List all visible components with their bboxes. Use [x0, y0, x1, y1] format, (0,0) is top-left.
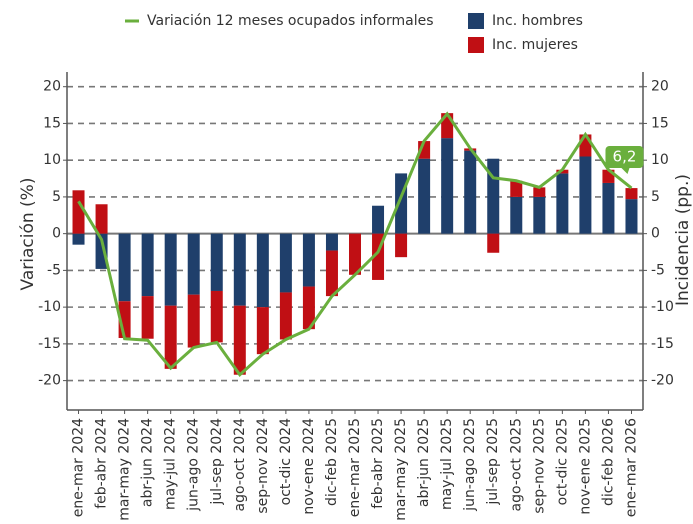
bar	[349, 233, 361, 275]
bar	[487, 233, 500, 253]
annotation-box	[605, 146, 644, 168]
line	[77, 111, 633, 377]
legend-swatch	[468, 37, 484, 53]
y2-tick-label: 10	[651, 152, 669, 168]
bar	[418, 158, 431, 234]
bar	[302, 233, 315, 287]
bar	[464, 150, 477, 234]
annotation-pointer	[621, 168, 630, 174]
x-tick-label: oct-dic 2024	[278, 418, 294, 505]
bar	[533, 196, 546, 234]
y2-tick-label: 5	[651, 189, 660, 205]
bar	[187, 233, 200, 295]
bar	[395, 233, 408, 258]
bar	[510, 196, 523, 234]
x-tick-label: may-jul 2024	[163, 418, 179, 510]
legend-swatch	[468, 13, 484, 29]
bar	[210, 233, 223, 291]
bar	[625, 199, 638, 234]
bar	[579, 156, 592, 234]
x-tick-label: jun-ago 2024	[186, 418, 202, 512]
x-tick-label: feb-abr 2025	[370, 418, 386, 509]
y-tick-label: 10	[43, 152, 61, 168]
bar	[141, 233, 154, 297]
y-tick-label: -5	[47, 262, 61, 278]
x-tick-label: nov-ene 2024	[301, 418, 317, 515]
y2-tick-label: -10	[651, 299, 674, 315]
x-tick-label: jun-ago 2025	[462, 418, 478, 512]
x-tick-label: ene-mar 2025	[347, 418, 363, 517]
x-tick-label: mar-may 2024	[117, 418, 133, 520]
y2-tick-label: -15	[651, 336, 674, 352]
x-tick-label: sep-nov 2024	[255, 418, 271, 514]
bar	[556, 173, 569, 234]
y-tick-label: -20	[38, 373, 61, 389]
x-tick-label: ago-oct 2024	[232, 418, 248, 512]
bar	[95, 233, 108, 269]
y2-axis-label: Incidencia (pp.)	[673, 174, 693, 306]
y2-tick-label: 0	[651, 226, 660, 242]
y-tick-label: 0	[52, 226, 61, 242]
bar	[325, 250, 338, 297]
x-tick-label: abr-jun 2025	[416, 418, 432, 507]
x-tick-label: dic-feb 2025	[324, 418, 340, 506]
bar	[233, 233, 246, 306]
bar	[372, 205, 385, 234]
bar	[233, 305, 246, 375]
y2-tick-label: -20	[651, 373, 674, 389]
bar	[602, 182, 615, 234]
annotation: 6,2	[613, 148, 637, 166]
x-tick-label: jul-sep 2024	[209, 418, 225, 506]
y-tick-label: -10	[38, 299, 61, 315]
bar	[487, 158, 500, 234]
bar	[510, 180, 523, 197]
y2-tick-label: 20	[651, 79, 669, 95]
x-tick-label: sep-nov 2025	[531, 418, 547, 514]
y-tick-label: -15	[38, 336, 61, 352]
bar	[256, 307, 269, 355]
x-tick-label: jul-sep 2025	[485, 418, 501, 506]
bar	[118, 233, 131, 302]
bar	[625, 188, 638, 200]
x-tick-label: feb-abr 2024	[94, 418, 110, 509]
x-tick-label: abr-jun 2024	[140, 418, 156, 507]
bar	[279, 292, 292, 340]
x-tick-label: dic-feb 2026	[600, 418, 616, 506]
y-tick-label: 20	[43, 79, 61, 95]
bar	[579, 134, 592, 157]
bar	[210, 290, 223, 343]
x-tick-label: mar-may 2025	[393, 418, 409, 520]
x-tick-label: ago-oct 2025	[508, 418, 524, 511]
bar	[95, 204, 108, 234]
bar	[187, 294, 200, 348]
y2-tick-label: 15	[651, 115, 669, 131]
x-tick-label: ene-mar 2026	[623, 418, 639, 517]
bar	[72, 190, 85, 234]
y-tick-label: 15	[43, 115, 61, 131]
x-tick-label: ene-mar 2024	[71, 418, 87, 517]
bar	[72, 233, 85, 245]
bar	[164, 305, 177, 369]
bar	[441, 138, 454, 234]
bar	[279, 233, 292, 293]
legend-label: Inc. mujeres	[492, 37, 578, 53]
bar	[325, 233, 338, 251]
x-tick-label: may-jul 2025	[439, 418, 455, 510]
bar	[164, 233, 177, 306]
x-tick-label: nov-ene 2025	[577, 418, 593, 515]
bar	[302, 286, 315, 330]
legend-label: Inc. hombres	[492, 13, 583, 29]
bar	[533, 187, 546, 197]
y-tick-label: 5	[52, 189, 61, 205]
y-axis-label: Variación (%)	[18, 178, 38, 291]
legend-label: Variación 12 meses ocupados informales	[147, 13, 434, 29]
x-tick-label: oct-dic 2025	[554, 418, 570, 505]
bar	[256, 233, 269, 308]
y2-tick-label: -5	[651, 262, 665, 278]
bar	[141, 296, 154, 339]
